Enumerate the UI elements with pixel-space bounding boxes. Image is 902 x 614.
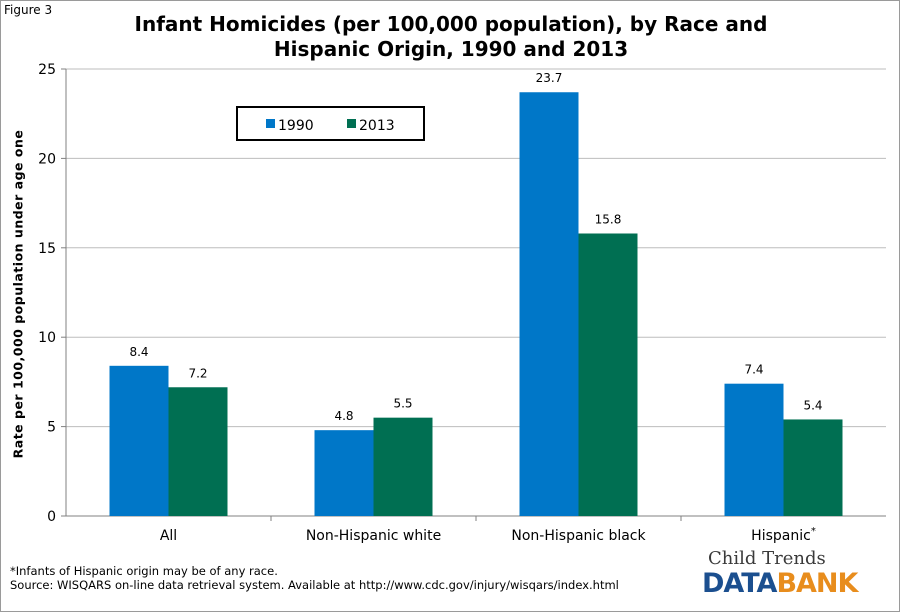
x-tick-label: Non-Hispanic black: [511, 528, 646, 544]
x-tick-label: Non-Hispanic white: [306, 528, 441, 544]
data-label: 7.4: [744, 363, 763, 377]
bar-1990-0: [109, 365, 169, 516]
logo-databank: DATABANK: [702, 568, 858, 599]
bar-2013-3: [783, 419, 843, 516]
data-label: 7.2: [188, 366, 207, 380]
bar-2013-0: [168, 387, 228, 516]
footnote-hispanic: *Infants of Hispanic origin may be of an…: [10, 564, 278, 578]
logo-child-trends: Child Trends: [708, 548, 826, 569]
bar-1990-2: [519, 92, 579, 516]
bar-2013-2: [578, 233, 638, 516]
bar-1990-1: [314, 430, 374, 516]
data-label: 5.5: [393, 397, 412, 411]
child-trends-databank-logo: Child Trends DATABANK: [700, 548, 890, 600]
logo-data: DATA: [702, 568, 777, 599]
legend-swatch-1990: [266, 119, 275, 128]
legend-box: [236, 106, 425, 141]
legend-label: 2013: [359, 118, 395, 134]
y-tick-label: 20: [38, 151, 56, 167]
footnote-source: Source: WISQARS on-line data retrieval s…: [10, 578, 619, 592]
y-tick-label: 25: [38, 62, 56, 78]
y-tick-label: 15: [38, 241, 56, 257]
data-label: 8.4: [129, 345, 148, 359]
figure-label: Figure 3: [4, 3, 53, 17]
data-label: 23.7: [536, 71, 563, 85]
y-tick-label: 5: [47, 420, 56, 436]
chart-title-line2: Hispanic Origin, 1990 and 2013: [273, 37, 629, 61]
x-tick-label: All: [160, 528, 177, 544]
data-label: 4.8: [334, 409, 353, 423]
logo-bank: BANK: [776, 568, 858, 599]
chart-title-line1: Infant Homicides (per 100,000 population…: [134, 12, 768, 36]
legend-swatch-2013: [347, 119, 356, 128]
y-tick-label: 0: [47, 509, 56, 525]
data-label: 15.8: [595, 212, 622, 226]
bar-2013-1: [373, 417, 433, 516]
x-tick-superscript: *: [811, 526, 816, 537]
x-tick-label: Hispanic*: [751, 526, 816, 544]
bar-1990-3: [724, 383, 784, 516]
legend-label: 1990: [278, 118, 314, 134]
y-tick-label: 10: [38, 330, 56, 346]
chart-title: Infant Homicides (per 100,000 population…: [0, 12, 902, 62]
data-label: 5.4: [803, 398, 822, 412]
